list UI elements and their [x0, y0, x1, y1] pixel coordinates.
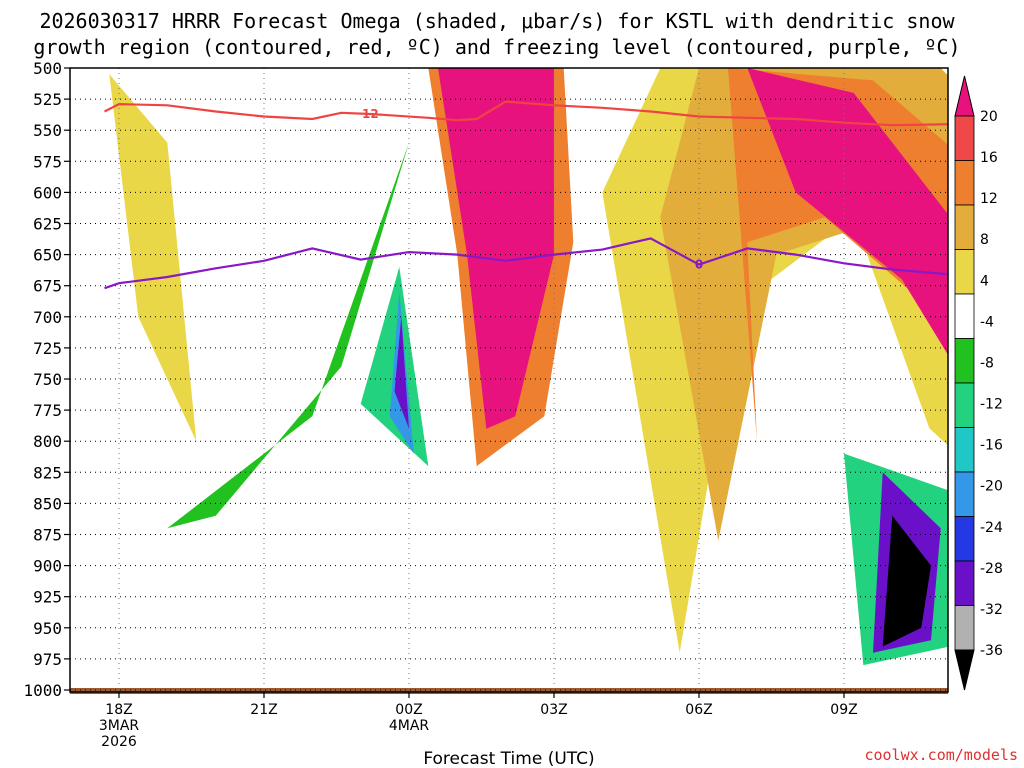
x-tick-label: 00Z	[395, 702, 422, 718]
omega-shaded-region	[109, 74, 197, 442]
omega-shaded-region	[747, 68, 948, 355]
x-axis-label: Forecast Time (UTC)	[423, 749, 594, 768]
chart-title-line2: growth region (contoured, red, ºC) and f…	[33, 35, 960, 59]
x-tick-label: 03Z	[540, 702, 567, 718]
x-tick-label: 18Z	[105, 702, 132, 718]
colorbar-segment	[954, 160, 975, 206]
freezing-contour-label: 0	[695, 258, 703, 272]
colorbar-segment	[954, 471, 975, 517]
y-tick-label: 700	[33, 308, 62, 327]
y-tick-label: 925	[33, 588, 62, 607]
gridlines	[70, 67, 948, 692]
colorbar-label: -4	[980, 314, 994, 330]
omega-shading-layer	[109, 68, 948, 675]
x-tick-label: 3MAR	[99, 718, 140, 734]
colorbar-segment	[954, 338, 975, 384]
colorbar-label: -32	[980, 602, 1003, 618]
omega-shaded-region	[138, 68, 468, 504]
colorbar-segment	[954, 516, 975, 562]
x-tick-label: 2026	[101, 734, 137, 750]
credit-text: coolwx.com/models	[864, 746, 1018, 764]
colorbar-label: -16	[980, 438, 1003, 454]
colorbar-label: 8	[980, 232, 989, 248]
colorbar-label: -8	[980, 355, 994, 371]
y-tick-label: 975	[33, 650, 62, 669]
chart-title-line1: 2026030317 HRRR Forecast Omega (shaded, …	[39, 9, 955, 33]
y-tick-label: 825	[33, 463, 62, 482]
colorbar-top-arrow	[954, 75, 975, 117]
colorbar-label: 12	[980, 191, 998, 207]
omega-shaded-region	[394, 316, 409, 429]
dgz-contour-label: 12	[362, 107, 379, 121]
y-tick-label: 750	[33, 370, 62, 389]
colorbar-segment	[954, 204, 975, 250]
plot-frame	[69, 67, 949, 693]
colorbar-segment	[954, 293, 975, 339]
y-tick-label: 1000	[23, 681, 62, 700]
ground-strip	[70, 688, 948, 694]
colorbar-label: -24	[980, 520, 1003, 536]
y-tick-label: 650	[33, 246, 62, 265]
x-tick-label: 06Z	[685, 702, 712, 718]
colorbar-label: 20	[980, 109, 998, 125]
colorbar-label: -36	[980, 643, 1003, 659]
y-tick-label: 500	[33, 59, 62, 78]
y-tick-label: 600	[33, 183, 62, 202]
y-tick-label: 800	[33, 432, 62, 451]
x-tick-label: 21Z	[250, 702, 277, 718]
colorbar-label: 4	[980, 273, 989, 289]
y-tick-label: 725	[33, 339, 62, 358]
colorbar-segment	[954, 249, 975, 295]
colorbar-label: -20	[980, 479, 1003, 495]
y-tick-label: 775	[33, 401, 62, 420]
contour-layer: 12 0	[103, 100, 948, 290]
y-tick-label: 900	[33, 557, 62, 576]
y-tick-label: 575	[33, 152, 62, 171]
colorbar: 20 16 12 8 4 -4 -8 -12 -16 -20 -24 -28 -32 -36	[954, 75, 1003, 691]
colorbar-segment	[954, 605, 975, 651]
y-tick-label: 550	[33, 121, 62, 140]
x-tick-label: 09Z	[830, 702, 857, 718]
omega-shaded-region	[882, 515, 931, 647]
y-tick-label: 675	[33, 277, 62, 296]
y-tick-label: 625	[33, 215, 62, 234]
colorbar-label: -12	[980, 397, 1003, 413]
colorbar-segment	[954, 427, 975, 473]
colorbar-segment	[954, 115, 975, 161]
y-tick-label: 850	[33, 494, 62, 513]
colorbar-label: -28	[980, 561, 1003, 577]
x-tick-label: 4MAR	[389, 718, 430, 734]
colorbar-segment	[954, 560, 975, 606]
y-tick-label: 950	[33, 619, 62, 638]
colorbar-label: 16	[980, 150, 998, 166]
colorbar-segment	[954, 382, 975, 428]
dgz-contour-line	[103, 100, 948, 127]
y-tick-label: 525	[33, 90, 62, 109]
omega-shaded-region	[438, 68, 554, 429]
y-axis: 500 525 550 575 600 625 650 675 700 725 750 775 800 8…	[23, 59, 70, 700]
freezing-level-contour-line	[104, 237, 948, 290]
colorbar-bottom-arrow	[954, 649, 975, 691]
y-tick-label: 875	[33, 526, 62, 545]
